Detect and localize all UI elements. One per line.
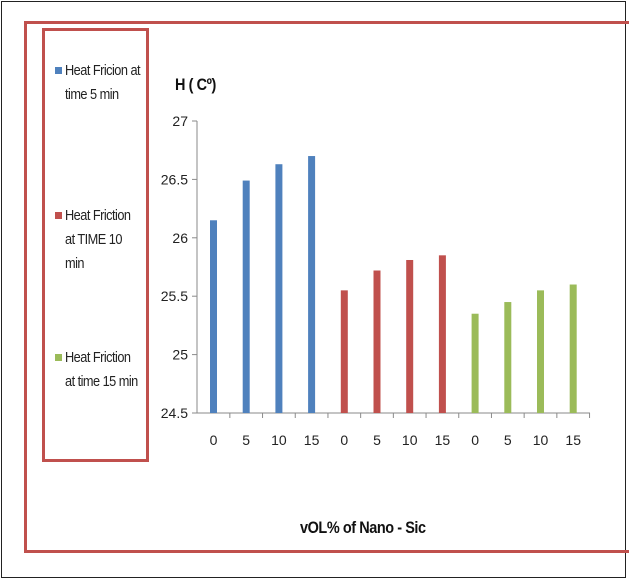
bar-series-2 bbox=[406, 259, 414, 413]
bar-series-1 bbox=[242, 180, 250, 413]
legend-label-10min-line2: at TIME 10 bbox=[65, 232, 122, 248]
bar-series-3 bbox=[504, 302, 512, 413]
x-tick-label: 5 bbox=[242, 432, 250, 448]
legend-swatch-5min bbox=[55, 67, 62, 74]
y-axis-title: H ( Cº) bbox=[175, 75, 216, 94]
bar-series-2 bbox=[340, 290, 348, 413]
x-tick-label: 0 bbox=[340, 432, 348, 448]
x-tick-label: 0 bbox=[471, 432, 479, 448]
x-tick-label: 10 bbox=[402, 432, 418, 448]
legend-label-10min-line1: Heat Friction bbox=[65, 208, 131, 224]
x-axis-title: vOL% of Nano - Sic bbox=[300, 518, 426, 537]
x-tick-label: 15 bbox=[565, 432, 581, 448]
bar-series-3 bbox=[537, 290, 544, 413]
bar-series-2 bbox=[373, 270, 381, 413]
x-tick-label: 10 bbox=[533, 432, 549, 448]
legend-label-15min-line2: at time 15 min bbox=[65, 374, 138, 390]
legend-label-10min: Heat Friction at TIME 10 min bbox=[65, 204, 146, 276]
bar-series-1 bbox=[275, 164, 283, 413]
legend-swatch-10min bbox=[55, 212, 62, 219]
bar-series-3 bbox=[471, 313, 479, 413]
chart-frame bbox=[24, 21, 629, 553]
bar-series-1 bbox=[308, 156, 316, 414]
x-tick-label: 0 bbox=[210, 432, 218, 448]
legend-label-5min: Heat Fricion at time 5 min bbox=[65, 59, 146, 107]
bar-series-3 bbox=[569, 284, 577, 413]
y-tick-label: 27 bbox=[172, 113, 188, 129]
y-tick-label: 26.5 bbox=[161, 171, 188, 187]
legend-swatch-15min bbox=[55, 354, 62, 361]
legend-label-15min-line1: Heat Friction bbox=[65, 350, 131, 366]
x-tick-label: 5 bbox=[373, 432, 381, 448]
x-tick-label: 15 bbox=[435, 432, 451, 448]
legend-label-15min: Heat Friction at time 15 min bbox=[65, 346, 146, 394]
bar-series-2 bbox=[438, 255, 446, 413]
legend-label-10min-line3: min bbox=[65, 256, 85, 272]
y-tick-label: 26 bbox=[172, 230, 188, 246]
y-tick-label: 25.5 bbox=[161, 288, 188, 304]
y-tick-label: 25 bbox=[172, 347, 188, 363]
bar-series-1 bbox=[210, 220, 217, 413]
legend-label-5min-line1: Heat Fricion at bbox=[65, 63, 141, 79]
legend-label-5min-line2: time 5 min bbox=[65, 87, 119, 103]
x-tick-label: 15 bbox=[304, 432, 320, 448]
y-tick-label: 24.5 bbox=[161, 405, 188, 421]
x-tick-label: 10 bbox=[271, 432, 287, 448]
legend: Heat Fricion at time 5 min Heat Friction… bbox=[42, 28, 149, 462]
x-tick-label: 5 bbox=[504, 432, 512, 448]
